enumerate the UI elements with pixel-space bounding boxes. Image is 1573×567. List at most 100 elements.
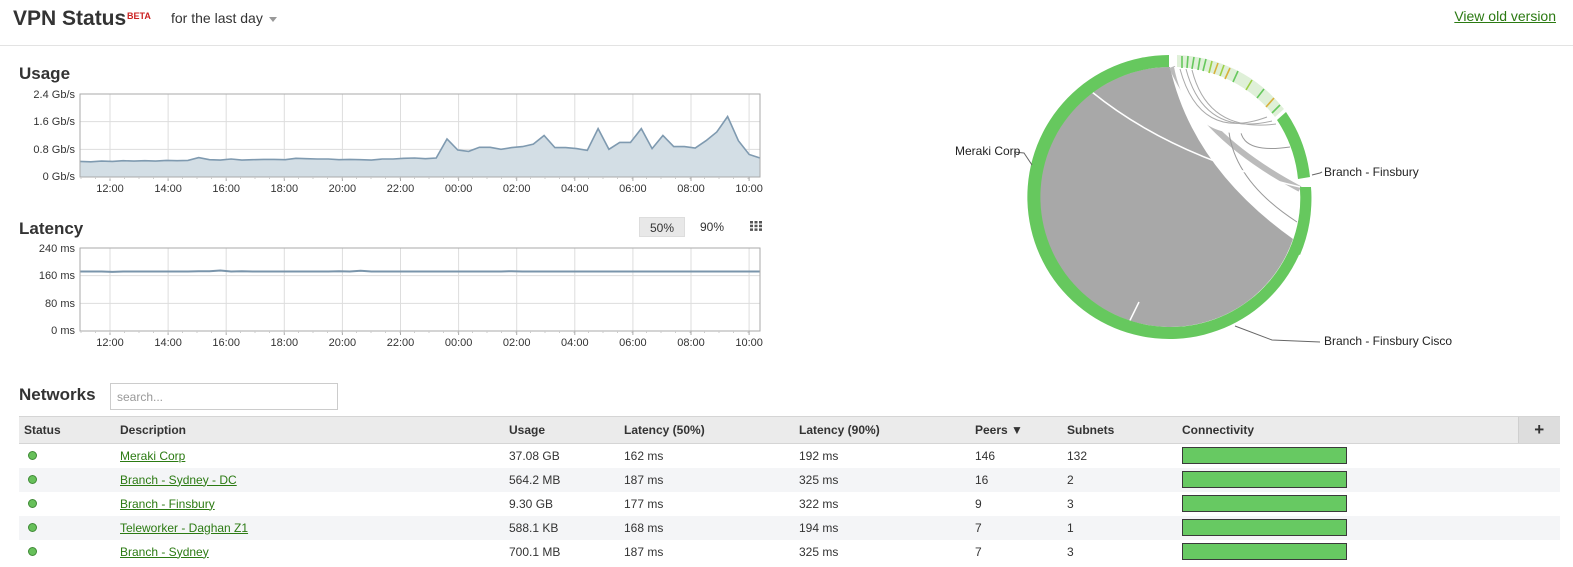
latency-y-tick: 0 ms <box>51 325 75 337</box>
peers-cell: 146 <box>975 448 996 463</box>
subnets-cell: 132 <box>1067 448 1088 463</box>
latency-x-tick: 16:00 <box>212 337 240 349</box>
table-row[interactable]: Branch - Sydney 700.1 MB 187 ms 325 ms 7 3 <box>19 540 1560 564</box>
chord-label-branch-finsbury-cisco: Branch - Finsbury Cisco <box>1324 334 1452 348</box>
add-column-button[interactable]: + <box>1517 416 1560 444</box>
subnets-cell: 1 <box>1062 515 1177 540</box>
usage-line <box>79 114 761 163</box>
peer-chord-diagram: Meraki Corp Branch - Finsbury Branch - F… <box>955 55 1452 360</box>
usage-y-tick: 1.6 Gb/s <box>33 116 75 128</box>
latency-x-tick: 18:00 <box>271 337 299 349</box>
usage-area <box>80 116 760 177</box>
network-link[interactable]: Branch - Sydney - DC <box>120 472 237 487</box>
chord-label-branch-finsbury: Branch - Finsbury <box>1324 165 1419 179</box>
latency-50-cell: 162 ms <box>624 448 664 463</box>
latency-x-tick: 08:00 <box>677 337 705 349</box>
time-range-dropdown[interactable]: for the last day <box>171 10 277 26</box>
latency-50-toggle[interactable]: 50% <box>639 217 685 237</box>
network-link[interactable]: Branch - Finsbury <box>120 496 215 511</box>
view-old-version-link[interactable]: View old version <box>1454 8 1556 24</box>
column-subnets[interactable]: Subnets <box>1062 416 1177 444</box>
connectivity-cell <box>1177 540 1518 564</box>
label-leader-finsbury <box>1311 171 1323 176</box>
chord-arc-branch-finsbury[interactable] <box>1290 189 1312 255</box>
chord-label-meraki-corp: Meraki Corp <box>955 144 1021 158</box>
table-row[interactable]: Meraki Corp 37.08 GB 162 ms 192 ms 146 132 <box>19 444 1560 468</box>
chord-white-link <box>1091 91 1301 188</box>
chord-white-link <box>1109 301 1140 360</box>
usage-x-tick: 10:00 <box>735 183 763 195</box>
connectivity-cell <box>1177 444 1518 468</box>
description-cell: Branch - Finsbury <box>115 492 504 516</box>
description-cell: Branch - Sydney <box>115 540 504 564</box>
latency-plot-frame <box>79 247 761 332</box>
table-row[interactable]: Branch - Sydney - DC 564.2 MB 187 ms 325 ms… <box>19 467 1560 492</box>
label-leader-finsbury-cisco <box>1234 325 1321 343</box>
usage-x-tick: 08:00 <box>677 183 705 195</box>
chord-minor-link <box>1185 68 1273 125</box>
empty-cell <box>1518 444 1560 468</box>
column-latency-90[interactable]: Latency (90%) <box>794 416 970 444</box>
connectivity-cell <box>1177 467 1518 492</box>
usage-x-tick: 22:00 <box>387 183 415 195</box>
column-latency-50[interactable]: Latency (50%) <box>619 416 794 444</box>
latency-90-cell: 194 ms <box>794 515 970 540</box>
column-status[interactable]: Status <box>19 416 115 444</box>
peers-cell: 16 <box>970 467 1062 492</box>
chord-meraki-finsbury-cisco[interactable] <box>1039 67 1293 327</box>
label-leader-meraki <box>1013 151 1033 166</box>
status-online-icon <box>28 498 37 508</box>
column-connectivity[interactable]: Connectivity <box>1177 416 1518 444</box>
latency-x-tick: 20:00 <box>329 337 357 349</box>
connectivity-cell <box>1177 515 1518 540</box>
usage-cell: 564.2 MB <box>504 467 619 492</box>
network-link[interactable]: Meraki Corp <box>120 448 186 463</box>
usage-x-tick: 04:00 <box>561 183 589 195</box>
connectivity-bar <box>1182 543 1347 560</box>
usage-x-tick: 16:00 <box>212 183 240 195</box>
usage-x-tick: 20:00 <box>329 183 357 195</box>
latency-90-cell: 325 ms <box>799 544 839 559</box>
usage-x-tick: 14:00 <box>154 183 182 195</box>
description-cell: Teleworker - Daghan Z1 <box>115 515 504 540</box>
table-row[interactable]: Teleworker - Daghan Z1 588.1 KB 168 ms 194 … <box>19 515 1560 540</box>
networks-table-body: Meraki Corp 37.08 GB 162 ms 192 ms 146 132 Bra… <box>19 444 1560 564</box>
usage-y-tick: 2.4 Gb/s <box>33 89 75 101</box>
empty-cell <box>1518 540 1560 564</box>
latency-50-cell: 177 ms <box>624 496 664 511</box>
usage-x-tick: 00:00 <box>445 183 473 195</box>
network-link[interactable]: Teleworker - Daghan Z1 <box>120 520 249 535</box>
column-description[interactable]: Description <box>115 416 504 444</box>
latency-90-cell: 322 ms <box>799 496 839 511</box>
latency-x-tick: 22:00 <box>387 337 415 349</box>
status-online-icon <box>28 546 37 556</box>
grid-icon[interactable] <box>750 221 762 231</box>
column-usage[interactable]: Usage <box>504 416 619 444</box>
usage-chart: 2.4 Gb/s 1.6 Gb/s 0.8 Gb/s 0 Gb/s 12:00 1… <box>33 89 763 195</box>
connectivity-cell <box>1177 492 1518 516</box>
network-search-input[interactable] <box>110 383 338 410</box>
latency-chart: 240 ms 160 ms 80 ms 0 ms 12:00 14:00 16:00… <box>39 243 763 349</box>
connectivity-bar <box>1182 495 1347 512</box>
connectivity-bar <box>1182 471 1347 488</box>
time-range-label: for the last day <box>171 10 263 26</box>
chevron-down-icon <box>268 16 277 22</box>
beta-badge: BETA <box>127 11 151 21</box>
table-header-row: Status Description Usage Latency (50%) L… <box>19 416 1560 444</box>
connectivity-bar <box>1182 447 1347 465</box>
status-cell <box>19 467 115 492</box>
latency-90-toggle[interactable]: 90% <box>699 220 725 234</box>
latency-90-cell: 325 ms <box>794 467 970 492</box>
latency-y-tick: 160 ms <box>39 270 76 282</box>
column-peers[interactable]: Peers ▼ <box>970 416 1062 444</box>
usage-x-tick: 02:00 <box>503 183 531 195</box>
latency-x-tick: 04:00 <box>561 337 589 349</box>
subnets-cell: 2 <box>1062 467 1177 492</box>
chord-arc-green-segment[interactable] <box>1277 112 1310 179</box>
subnets-cell: 3 <box>1067 544 1074 559</box>
status-cell <box>19 540 115 564</box>
network-link[interactable]: Branch - Sydney <box>120 544 209 559</box>
table-row[interactable]: Branch - Finsbury 9.30 GB 177 ms 322 ms 9 3 <box>19 492 1560 516</box>
latency-title: Latency <box>19 219 84 238</box>
page-header: VPN Status BETA for the last day View ol… <box>0 0 1573 46</box>
